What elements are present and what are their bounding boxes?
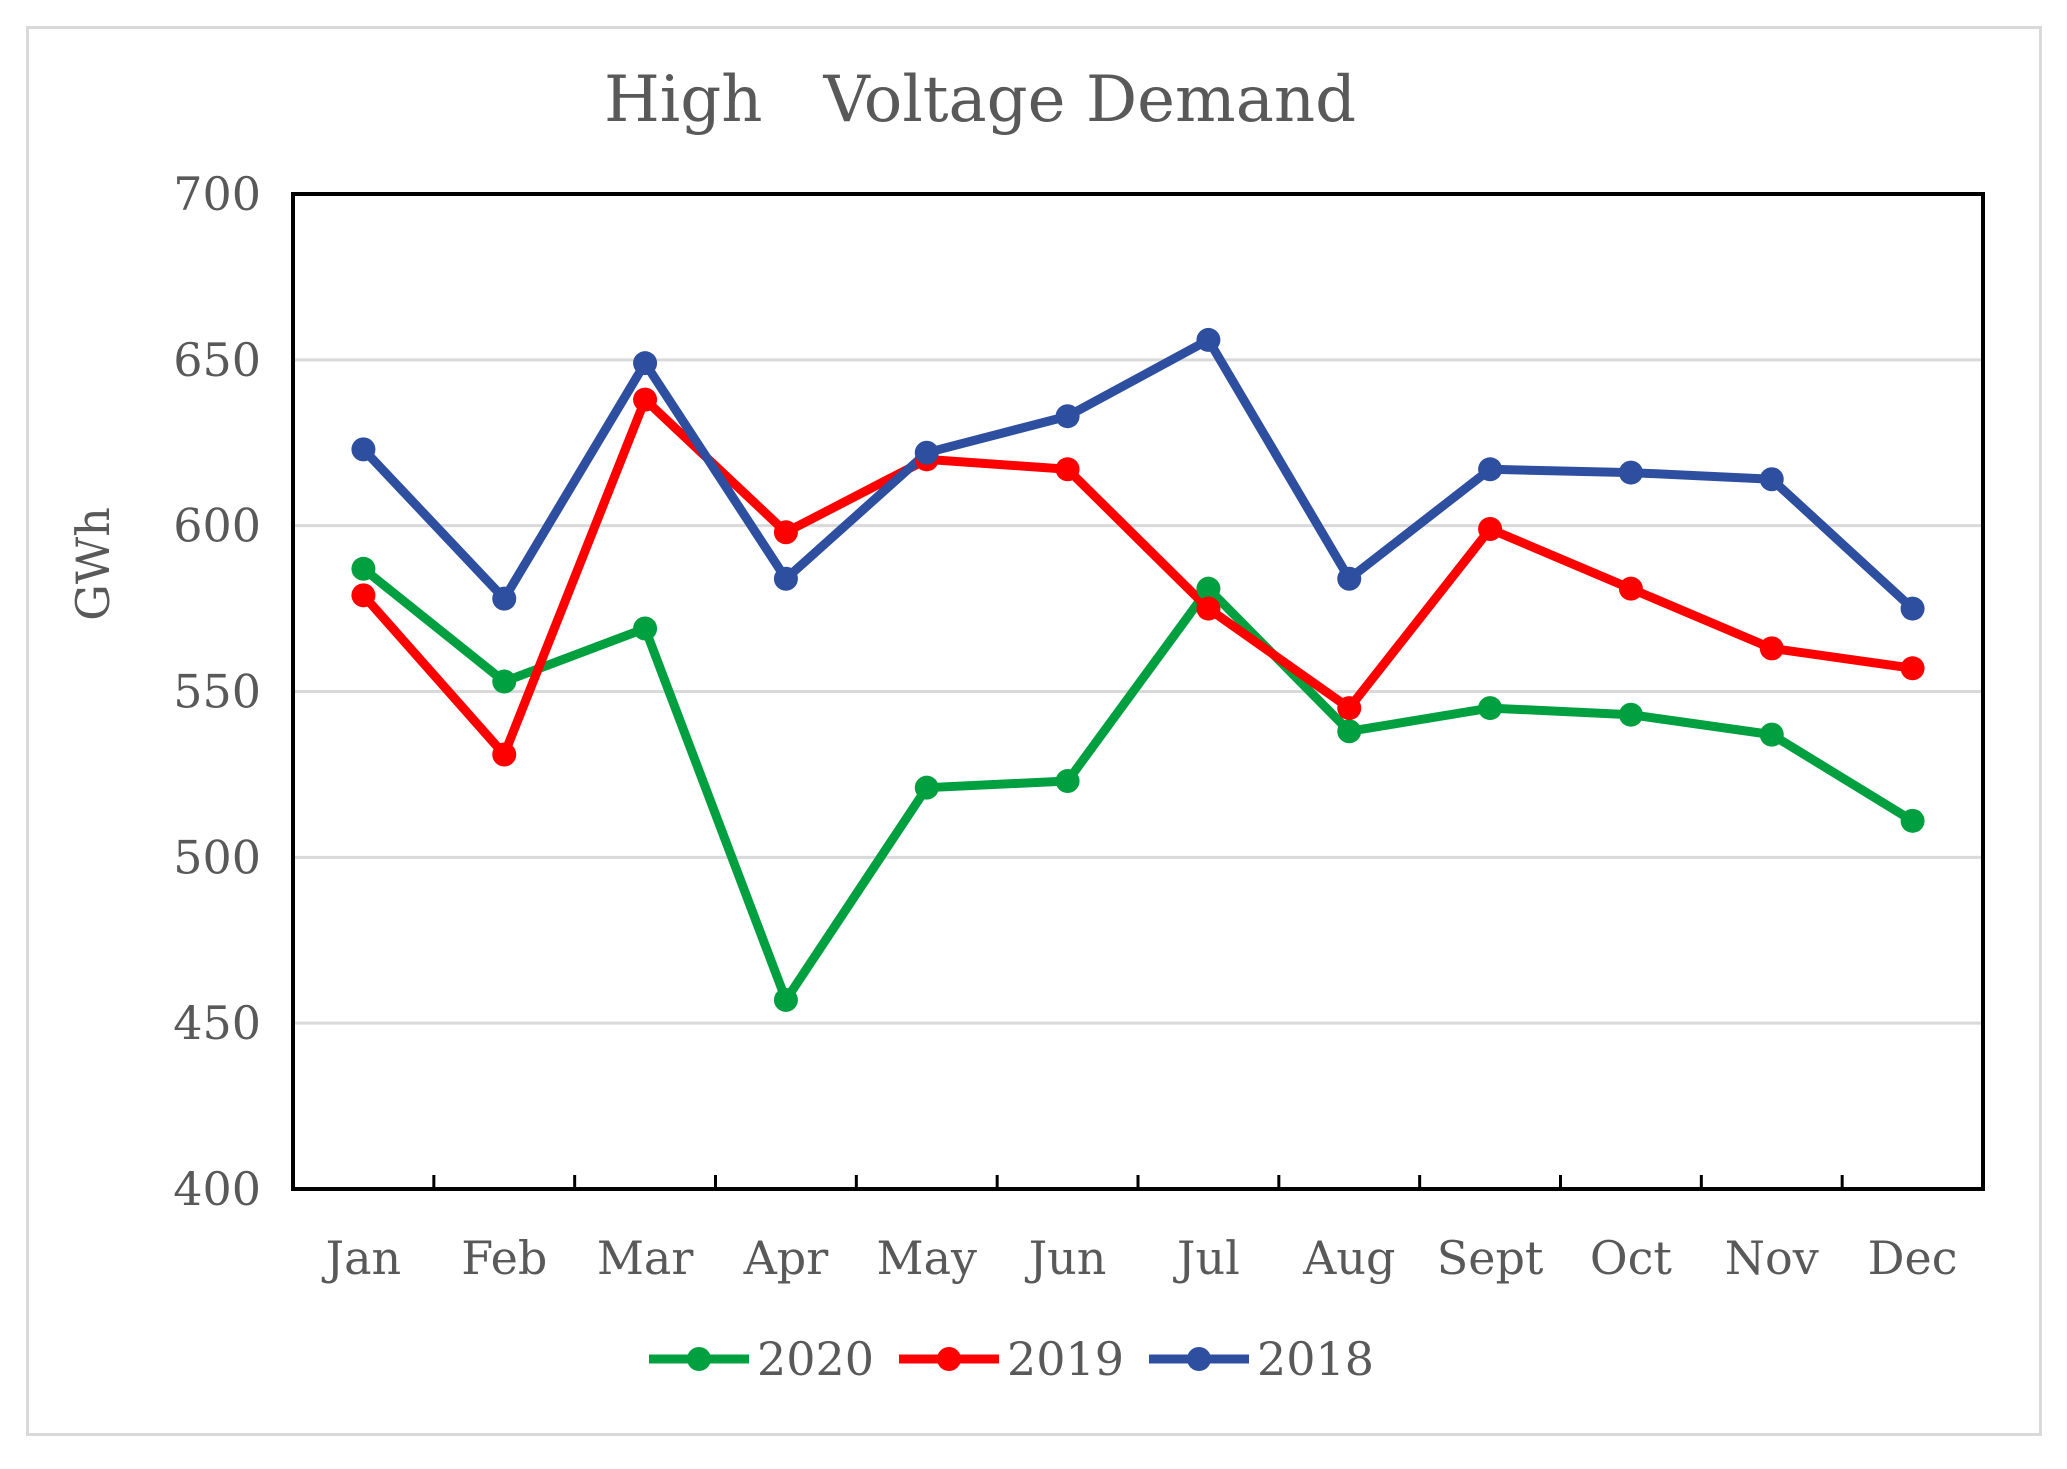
chart-frame: 400 450 500 550 600 650 700 Jan Feb Mar Apr May Jun…: [26, 26, 2042, 1436]
point-2020-nov: [1759, 722, 1784, 747]
x-tick-label-dec: Dec: [1868, 1231, 1958, 1285]
point-2018-oct: [1618, 460, 1643, 485]
point-2018-apr: [773, 566, 798, 591]
x-tick-label-sept: Sept: [1437, 1231, 1544, 1285]
point-2019-feb: [492, 742, 517, 767]
point-2020-may: [914, 775, 939, 800]
point-2020-jun: [1055, 769, 1080, 794]
point-2019-jan: [351, 583, 376, 608]
y-tick-label-400: 400: [173, 1162, 261, 1216]
legend-label-2019: 2019: [1007, 1332, 1124, 1386]
legend-swatch-marker: [1187, 1347, 1211, 1371]
legend-label-2018: 2018: [1257, 1332, 1374, 1386]
point-2019-apr: [773, 520, 798, 545]
point-2020-dec: [1900, 808, 1925, 833]
y-tick-label-550: 550: [173, 665, 261, 719]
point-2018-jun: [1055, 404, 1080, 429]
legend-item-2019: 2019: [899, 1332, 1124, 1386]
point-2019-mar: [633, 387, 658, 412]
y-tick-label-700: 700: [173, 167, 261, 221]
x-tick-label-feb: Feb: [461, 1231, 547, 1285]
point-2018-nov: [1759, 467, 1784, 492]
legend-item-2018: 2018: [1149, 1332, 1374, 1386]
point-2020-feb: [492, 669, 517, 694]
y-tick-label-650: 650: [173, 333, 261, 387]
point-2019-sept: [1478, 516, 1503, 541]
x-axis-ticks: [432, 1175, 1844, 1189]
x-tick-label-jul: Jul: [1173, 1231, 1240, 1285]
point-2020-aug: [1337, 719, 1362, 744]
series-lines: [358, 335, 1918, 1005]
chart-canvas: 400 450 500 550 600 650 700 Jan Feb Mar Apr May Jun…: [66, 63, 1985, 1386]
point-2020-jan: [351, 556, 376, 581]
x-tick-label-apr: Apr: [743, 1231, 829, 1285]
x-tick-label-jan: Jan: [322, 1231, 402, 1285]
y-tick-label-450: 450: [173, 996, 261, 1050]
series-line-2020: [358, 564, 1918, 1005]
point-2018-dec: [1900, 596, 1925, 621]
x-tick-label-jun: Jun: [1025, 1231, 1107, 1285]
legend: 2020 2019 2018: [649, 1332, 1374, 1386]
point-2020-apr: [773, 987, 798, 1012]
y-axis-tick-labels: 400 450 500 550 600 650 700: [173, 167, 261, 1216]
legend-item-2020: 2020: [649, 1332, 874, 1386]
point-2020-jul: [1196, 576, 1221, 601]
point-2019-oct: [1618, 576, 1643, 601]
x-tick-label-oct: Oct: [1590, 1231, 1672, 1285]
series-line-2018: [358, 335, 1918, 614]
legend-swatch-marker: [687, 1347, 711, 1371]
point-2020-mar: [633, 616, 658, 641]
point-2019-aug: [1337, 696, 1362, 721]
series-markers: [351, 327, 1925, 1012]
point-2018-may: [914, 440, 939, 465]
legend-label-2020: 2020: [757, 1332, 874, 1386]
point-2019-jul: [1196, 596, 1221, 621]
point-2018-mar: [633, 351, 658, 376]
y-tick-label-500: 500: [173, 830, 261, 884]
x-tick-label-may: May: [876, 1231, 977, 1285]
chart-title: High Voltage Demand: [604, 63, 1356, 137]
point-2020-oct: [1618, 702, 1643, 727]
x-axis-tick-labels: Jan Feb Mar Apr May Jun Jul Aug Sept Oct Nov Dec: [322, 1231, 1958, 1285]
y-axis-label: GWh: [66, 507, 120, 621]
legend-swatch-marker: [937, 1347, 961, 1371]
point-2018-jul: [1196, 327, 1221, 352]
point-2019-dec: [1900, 656, 1925, 681]
x-tick-label-aug: Aug: [1302, 1231, 1395, 1285]
point-2020-sept: [1478, 696, 1503, 721]
point-2019-nov: [1759, 636, 1784, 661]
x-tick-label-mar: Mar: [597, 1231, 694, 1285]
y-tick-label-600: 600: [173, 499, 261, 553]
point-2018-sept: [1478, 457, 1503, 482]
point-2018-feb: [492, 586, 517, 611]
x-tick-label-nov: Nov: [1725, 1231, 1819, 1285]
series-line-2019: [358, 395, 1918, 760]
point-2018-aug: [1337, 566, 1362, 591]
point-2018-jan: [351, 437, 376, 462]
point-2019-jun: [1055, 457, 1080, 482]
